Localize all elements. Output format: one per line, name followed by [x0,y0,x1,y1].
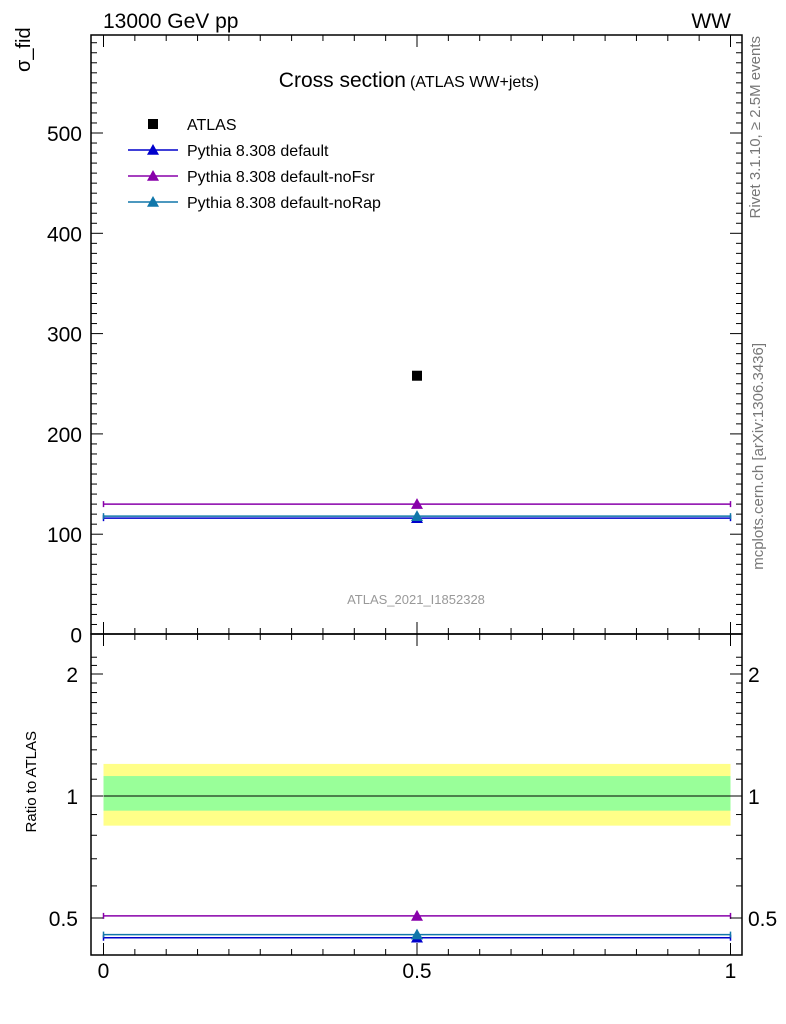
main-y-tick-label: 200 [47,424,82,447]
ratio-band-1 [103,776,731,811]
ratio-x-tick-label: 1 [725,960,737,983]
main-subtitle: (ATLAS WW+jets) [410,74,539,91]
ratio-x-tick-label: 0 [98,960,110,983]
main-y-tick-label: 100 [47,524,82,547]
process-label: WW [691,10,731,33]
mcplots-label: mcplots.cern.ch [arXiv:1306.3436] [750,343,767,570]
legend-marker-data [148,119,158,129]
legend-marker-0 [147,144,159,155]
tick-labels: 0 100 200 300 400 500 0 0.5 1 0.5 0.5 1 1 2 2 [47,123,777,983]
legend-marker-1 [147,170,159,181]
ratio-y-axis-label: Ratio to ATLAS [23,731,40,832]
legend-label-2: Pythia 8.308 default-noRap [187,195,381,212]
main-y-tick-label: 300 [47,324,82,347]
main-data-point [412,370,422,381]
ratio-bands [103,763,731,826]
ratio-y-tick-label-right: 2 [748,664,760,687]
ratio-y-tick-label-right: 1 [748,786,760,809]
main-y-axis-label-text: σ_fid [13,27,35,72]
ratio-series-point-1 [411,909,423,921]
main-y-tick-label: 400 [47,223,82,246]
main-y-tick-label: 500 [47,123,82,146]
main-y-tick-label: 0 [70,625,82,648]
plot-marks [102,370,732,943]
legend-label-data: ATLAS [187,117,237,134]
legend-label-0: Pythia 8.308 default [187,143,329,160]
legend-label-1: Pythia 8.308 default-noFsr [187,169,375,186]
energy-label: 13000 GeV pp [103,10,238,33]
ratio-series-point-2 [411,928,423,940]
legend: ATLAS Pythia 8.308 default Pythia 8.308 de… [128,117,381,212]
ratio-y-tick-label-left: 2 [66,664,78,687]
legend-marker-2 [147,196,159,207]
axis-ticks [91,35,742,955]
ratio-y-tick-label-right: 0.5 [748,908,777,931]
watermark: ATLAS_2021_I1852328 [347,592,485,607]
main-series-point-2 [411,510,423,521]
main-y-axis-label: σ_fid [13,27,35,72]
ratio-x-tick-label: 0.5 [402,960,431,983]
ratio-y-tick-label-left: 0.5 [49,908,78,931]
rivet-label: Rivet 3.1.10, ≥ 2.5M events [747,36,764,219]
main-series-point-1 [411,498,423,509]
ratio-y-tick-label-left: 1 [66,786,78,809]
main-title: Cross section [279,69,406,92]
